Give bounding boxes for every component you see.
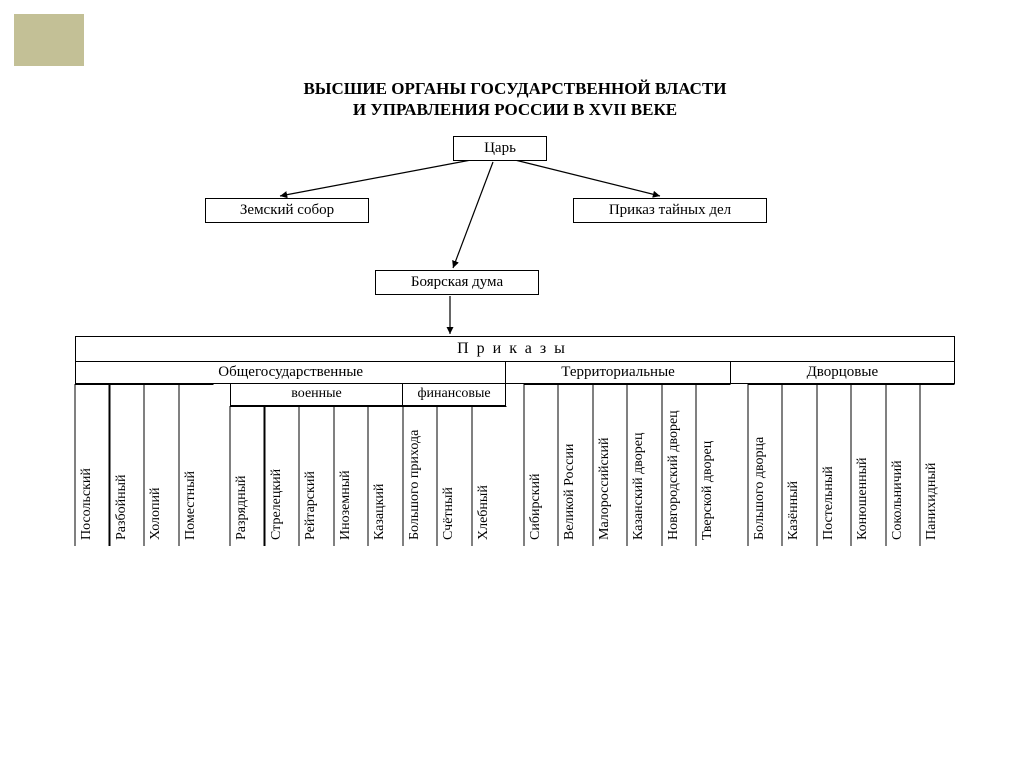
diagram-canvas: ВЫСШИЕ ОРГАНЫ ГОСУДАРСТВЕННОЙ ВЛАСТИ И У…: [75, 78, 955, 638]
prikaz-cell: Рейтарский: [299, 406, 334, 546]
gap: [213, 384, 230, 546]
prikaz-cell: Казённый: [782, 384, 817, 546]
prikaz-cell: Казанский дворец: [627, 384, 662, 546]
subheader-financial-label: финансовые: [417, 386, 490, 401]
prikazy-header-label: Приказы: [457, 340, 573, 357]
node-boyarskaya-duma: Боярская дума: [375, 270, 539, 295]
prikazy-table: Приказы Общегосударственные Территориаль…: [75, 336, 955, 546]
prikazy-header: Приказы: [75, 336, 955, 362]
page: ВЫСШИЕ ОРГАНЫ ГОСУДАРСТВЕННОЙ ВЛАСТИ И У…: [0, 0, 1024, 767]
category-palace-label: Дворцовые: [807, 364, 879, 380]
node-duma-label: Боярская дума: [411, 274, 503, 290]
prikaz-cell: Конюшенный: [851, 384, 886, 546]
group-financial: Большого приходаСчётныйХлебный: [403, 406, 507, 546]
category-row: Общегосударственные Территориальные Двор…: [75, 362, 955, 384]
prikaz-cell: Счётный: [437, 406, 472, 546]
subheader-row: военные финансовые: [230, 384, 506, 406]
prikaz-cell: Иноземный: [334, 406, 369, 546]
prikaz-cell: Большого прихода: [403, 406, 438, 546]
category-territorial-label: Территориальные: [561, 364, 675, 380]
prikaz-cell: Постельный: [817, 384, 852, 546]
group-military: РазрядныйСтрелецкийРейтарскийИноземныйКа…: [230, 406, 403, 546]
node-zemsky-sobor: Земский собор: [205, 198, 369, 223]
prikaz-cell: Великой России: [558, 384, 593, 546]
prikaz-cell: Разбойный: [110, 384, 145, 546]
prikaz-cell: Сибирский: [524, 384, 559, 546]
group-palace: Большого дворцаКазённыйПостельныйКонюшен…: [748, 384, 955, 546]
diagram-title: ВЫСШИЕ ОРГАНЫ ГОСУДАРСТВЕННОЙ ВЛАСТИ И У…: [75, 78, 955, 121]
subheader-military: военные: [230, 384, 403, 406]
node-tsar-label: Царь: [484, 140, 516, 156]
prikaz-cell: Новгородский дворец: [662, 384, 697, 546]
subheader-financial: финансовые: [403, 384, 507, 406]
title-line-1: ВЫСШИЕ ОРГАНЫ ГОСУДАРСТВЕННОЙ ВЛАСТИ: [303, 79, 726, 98]
group-state: ПосольскийРазбойныйХолопийПоместный воен…: [75, 384, 506, 546]
prikaz-cell: Посольский: [75, 384, 110, 546]
prikaz-cell: Большого дворца: [748, 384, 783, 546]
decorative-corner: [14, 14, 84, 66]
prikazy-body: ПосольскийРазбойныйХолопийПоместный воен…: [75, 384, 955, 546]
node-prikaz-tainykh-del: Приказ тайных дел: [573, 198, 767, 223]
subheader-military-label: военные: [291, 386, 342, 401]
category-state-label: Общегосударственные: [218, 364, 363, 380]
prikaz-cell: Казацкий: [368, 406, 403, 546]
category-state: Общегосударственные: [75, 362, 506, 384]
title-line-2: И УПРАВЛЕНИЯ РОССИИ В XVII ВЕКЕ: [353, 100, 677, 119]
prikaz-cell: Хлебный: [472, 406, 507, 546]
category-palace: Дворцовые: [731, 362, 955, 384]
prikaz-cell: Сокольничий: [886, 384, 921, 546]
prikaz-cell: Холопий: [144, 384, 179, 546]
group-territorial: СибирскийВеликой РоссииМалороссийскийКаз…: [524, 384, 731, 546]
prikaz-cell: Малороссийский: [593, 384, 628, 546]
prikaz-cell: Разрядный: [230, 406, 265, 546]
prikaz-cell: Тверской дворец: [696, 384, 731, 546]
node-zemsky-label: Земский собор: [240, 202, 334, 218]
node-secret-label: Приказ тайных дел: [609, 202, 731, 218]
category-territorial: Территориальные: [506, 362, 730, 384]
node-tsar: Царь: [453, 136, 547, 161]
group-state-general: ПосольскийРазбойныйХолопийПоместный: [75, 384, 213, 546]
prikaz-cell: Стрелецкий: [265, 406, 300, 546]
prikaz-cell: Панихидный: [920, 384, 955, 546]
prikaz-cell: Поместный: [179, 384, 214, 546]
